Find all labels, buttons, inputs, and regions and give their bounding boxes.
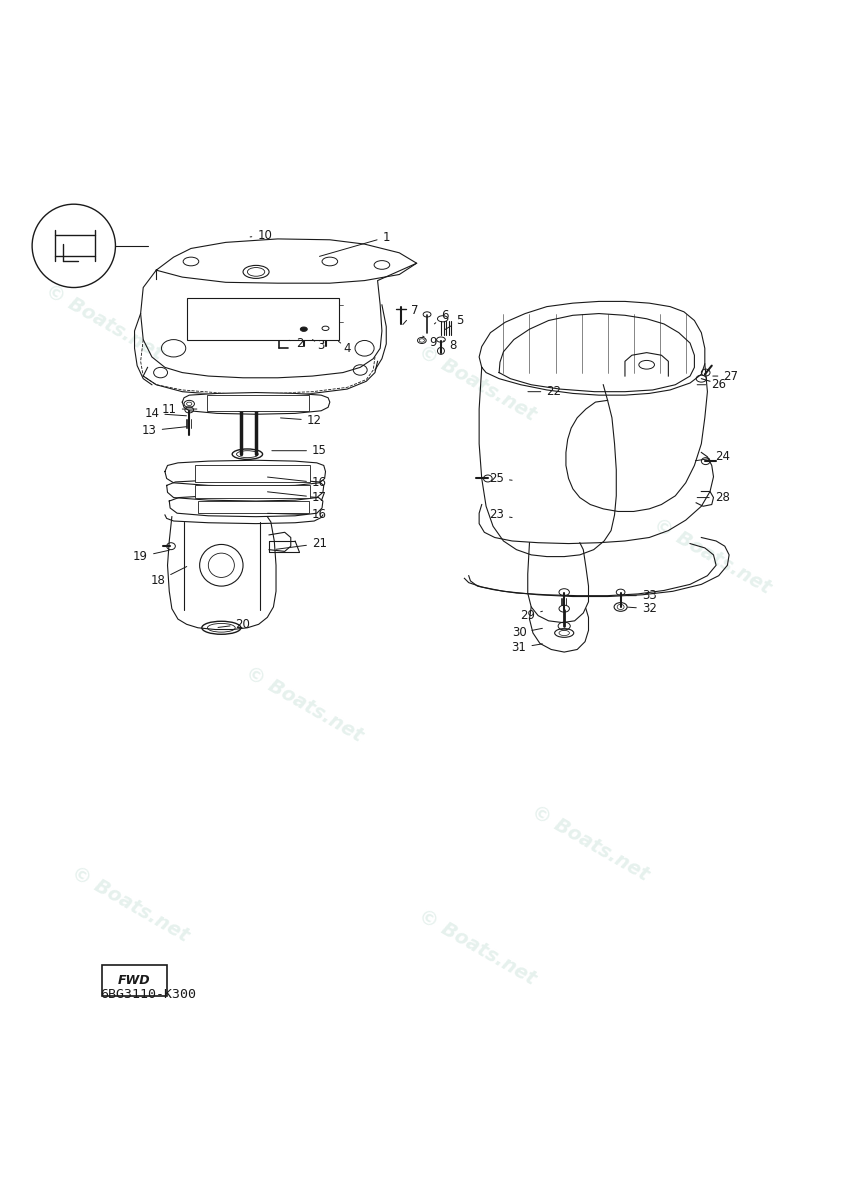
Text: 25: 25: [489, 472, 512, 485]
FancyBboxPatch shape: [198, 502, 309, 514]
Text: © Boats.net: © Boats.net: [415, 342, 540, 425]
Polygon shape: [182, 392, 330, 414]
Text: 6: 6: [434, 308, 448, 324]
Text: © Boats.net: © Boats.net: [649, 515, 774, 598]
Text: 26: 26: [697, 378, 727, 391]
Text: 15: 15: [272, 444, 327, 457]
Text: 16: 16: [267, 509, 327, 522]
Text: FWD: FWD: [118, 973, 151, 986]
Text: 21: 21: [276, 538, 327, 550]
Text: 3: 3: [312, 340, 325, 352]
Text: 30: 30: [512, 626, 542, 640]
Text: 8: 8: [444, 340, 457, 352]
Text: © Boats.net: © Boats.net: [528, 802, 653, 884]
Text: 6BG3110-K300: 6BG3110-K300: [100, 988, 196, 1001]
FancyBboxPatch shape: [207, 395, 309, 410]
Polygon shape: [168, 517, 276, 630]
Text: 24: 24: [695, 450, 730, 463]
Text: 13: 13: [141, 425, 187, 437]
Text: 28: 28: [697, 491, 730, 504]
Text: 10: 10: [250, 229, 273, 242]
Polygon shape: [479, 301, 705, 395]
Text: 17: 17: [267, 491, 327, 504]
Text: 16: 16: [267, 476, 327, 490]
Polygon shape: [167, 479, 324, 502]
Text: 12: 12: [280, 414, 322, 427]
Text: 5: 5: [445, 314, 464, 330]
Polygon shape: [169, 494, 323, 517]
Text: 27: 27: [713, 370, 739, 383]
Text: 4: 4: [339, 341, 351, 355]
Text: 33: 33: [628, 589, 656, 602]
Text: © Boats.net: © Boats.net: [42, 281, 167, 364]
FancyBboxPatch shape: [195, 486, 310, 498]
Text: © Boats.net: © Boats.net: [415, 906, 540, 989]
FancyBboxPatch shape: [102, 965, 167, 996]
Text: 18: 18: [150, 566, 187, 588]
Text: 11: 11: [161, 402, 197, 415]
Text: 7: 7: [403, 305, 418, 324]
FancyBboxPatch shape: [187, 298, 339, 340]
Text: 19: 19: [133, 550, 169, 563]
Ellipse shape: [300, 328, 307, 331]
Text: © Boats.net: © Boats.net: [241, 662, 366, 745]
Text: 32: 32: [628, 602, 657, 616]
Text: 31: 31: [511, 641, 542, 654]
FancyBboxPatch shape: [195, 464, 310, 482]
Text: 1: 1: [319, 230, 390, 257]
Text: 14: 14: [144, 407, 187, 420]
Text: 2: 2: [289, 336, 303, 349]
Text: 29: 29: [520, 610, 542, 622]
Polygon shape: [156, 239, 417, 283]
Text: 20: 20: [218, 618, 251, 631]
Text: © Boats.net: © Boats.net: [68, 863, 193, 946]
Text: 22: 22: [528, 385, 562, 398]
Polygon shape: [165, 461, 326, 486]
Text: 23: 23: [489, 509, 512, 522]
Text: 9: 9: [423, 336, 437, 349]
